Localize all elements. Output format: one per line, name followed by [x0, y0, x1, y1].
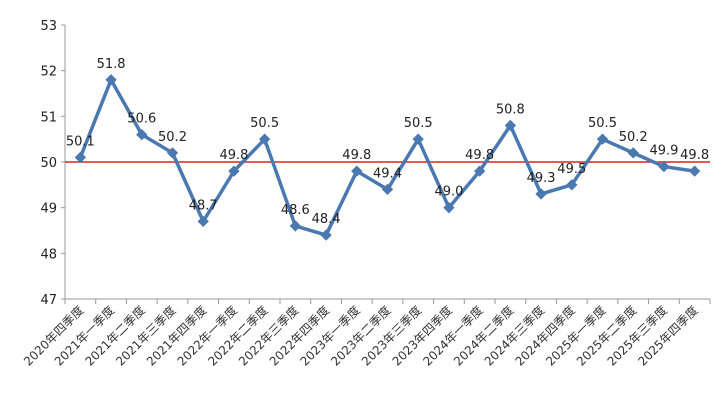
data-point-marker [443, 202, 455, 214]
data-point-marker [688, 165, 701, 177]
data-label: 49.4 [373, 166, 402, 181]
data-point-marker [627, 147, 639, 159]
data-point-marker [197, 215, 209, 228]
y-tick-label: 51 [40, 110, 57, 125]
data-point-marker [658, 160, 670, 173]
data-point-marker [289, 220, 302, 232]
data-point-marker [166, 147, 179, 159]
data-label: 50.5 [404, 116, 433, 131]
data-label: 49.9 [649, 144, 678, 159]
data-label: 50.6 [127, 112, 156, 127]
y-tick-label: 47 [40, 293, 57, 308]
data-label: 49.8 [342, 148, 371, 163]
data-label: 48.4 [312, 212, 341, 227]
data-label: 49.8 [680, 148, 709, 163]
data-label: 50.5 [588, 116, 617, 131]
data-label: 50.8 [496, 102, 525, 117]
data-label: 50.1 [66, 134, 95, 149]
data-label: 49.8 [219, 148, 248, 163]
data-label: 49.5 [557, 162, 586, 177]
data-label: 50.2 [619, 130, 648, 145]
data-point-marker [473, 165, 486, 177]
data-point-marker [381, 183, 394, 196]
data-label: 49.3 [527, 171, 556, 186]
y-tick-label: 52 [40, 65, 57, 80]
data-point-marker [412, 133, 424, 145]
data-label: 51.8 [97, 57, 126, 72]
data-point-marker [504, 119, 517, 132]
y-tick-label: 53 [40, 19, 57, 34]
data-label: 49.8 [465, 148, 494, 163]
data-point-marker [351, 165, 363, 177]
data-label: 48.6 [281, 203, 310, 218]
data-point-marker [566, 179, 578, 191]
data-point-marker [535, 188, 547, 200]
data-point-marker [258, 133, 271, 145]
y-tick-label: 49 [40, 202, 57, 217]
y-tick-label: 48 [40, 247, 57, 262]
data-label: 49.0 [434, 185, 463, 200]
data-point-marker [320, 229, 332, 241]
data-label: 50.5 [250, 116, 279, 131]
data-point-marker [596, 133, 609, 145]
data-point-marker [228, 165, 240, 177]
data-point-marker [136, 128, 148, 141]
data-label: 50.2 [158, 130, 187, 145]
data-label: 48.7 [189, 198, 218, 213]
y-tick-label: 50 [40, 156, 57, 171]
